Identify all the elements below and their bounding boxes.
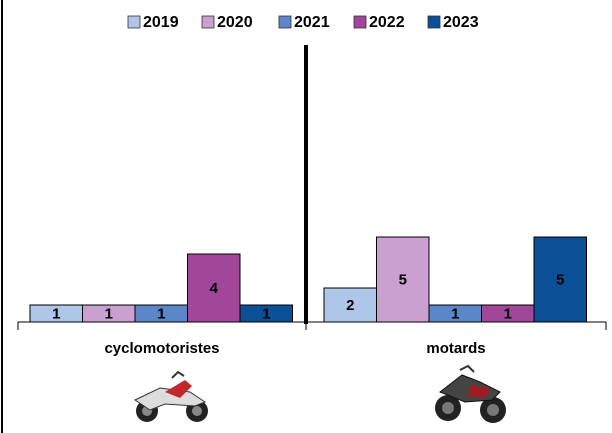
legend-swatch [128, 16, 140, 28]
motorbike-icon [435, 366, 506, 423]
legend-swatch [354, 16, 366, 28]
legend-label: 2019 [143, 14, 179, 31]
value-label: 1 [52, 305, 60, 322]
value-label: 1 [105, 305, 113, 322]
value-label: 1 [262, 305, 270, 322]
value-label: 4 [210, 280, 219, 297]
legend-label: 2022 [369, 14, 405, 31]
legend-label: 2021 [294, 14, 330, 31]
value-label: 1 [451, 305, 459, 322]
value-label: 1 [504, 305, 512, 322]
value-label: 1 [157, 305, 165, 322]
legend-label: 2020 [217, 14, 253, 31]
scooter-icon [135, 372, 208, 422]
value-label: 5 [556, 271, 564, 288]
x-tick-label: cyclomotoristes [104, 340, 219, 357]
x-tick-label: motards [426, 340, 485, 357]
chart: 2019 2020 2021 2022 2023 1 1 1 4 1 cyclomotoristes… [0, 0, 612, 433]
legend-swatch [279, 16, 291, 28]
value-label: 2 [346, 297, 354, 314]
value-label: 5 [399, 271, 407, 288]
legend-swatch [428, 16, 440, 28]
legend-label: 2023 [443, 14, 479, 31]
legend-swatch [202, 16, 214, 28]
